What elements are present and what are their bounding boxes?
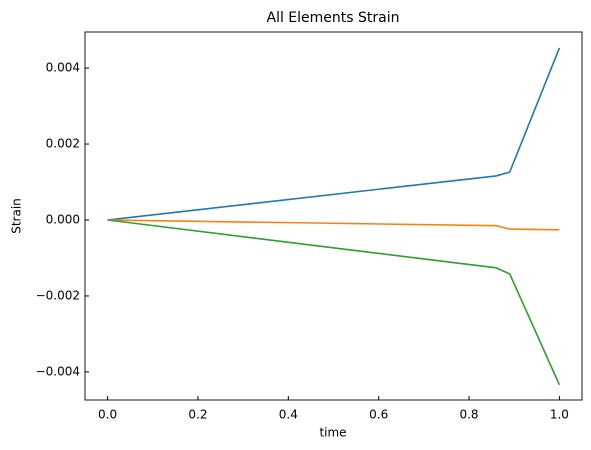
y-tick-label: 0.004 bbox=[46, 61, 80, 75]
x-tick-label: 1.0 bbox=[550, 408, 569, 422]
series-line bbox=[107, 219, 560, 231]
series-line bbox=[107, 47, 561, 221]
x-tick-label: 0.6 bbox=[369, 408, 388, 422]
y-tick-label: −0.002 bbox=[36, 288, 80, 302]
x-axis-label: time bbox=[319, 426, 346, 440]
x-tick-label: 0.8 bbox=[459, 408, 478, 422]
chart-title: All Elements Strain bbox=[267, 10, 400, 26]
x-tick-label: 0.4 bbox=[279, 408, 298, 422]
y-axis-label: Strain bbox=[10, 198, 24, 234]
x-tick-label: 0.0 bbox=[98, 408, 117, 422]
series-line bbox=[107, 219, 561, 386]
y-tick-label: 0.000 bbox=[46, 212, 80, 226]
x-tick-label: 0.2 bbox=[188, 408, 207, 422]
y-tick-label: −0.004 bbox=[36, 364, 80, 378]
y-tick-label: 0.002 bbox=[46, 137, 80, 151]
plot-frame bbox=[84, 31, 583, 401]
